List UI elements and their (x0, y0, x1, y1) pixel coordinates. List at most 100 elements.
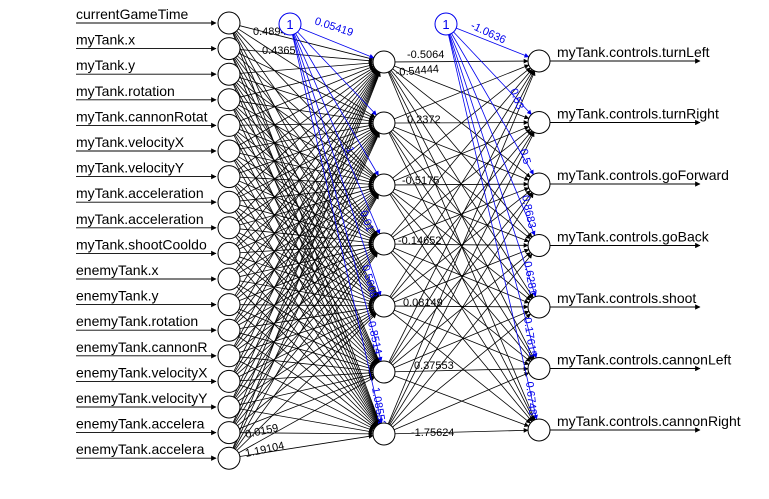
output-node (527, 234, 551, 257)
weight-label: 0.4365 (262, 45, 296, 57)
input-hidden-edge (239, 305, 374, 329)
bias1-edge (300, 27, 375, 59)
weight-label: -0.5064 (407, 49, 444, 61)
input-hidden-edge (238, 180, 375, 241)
input-label: myTank.velocityX (76, 134, 185, 150)
input-node (217, 190, 241, 214)
input-label: myTank.velocityY (76, 160, 185, 176)
input-hidden-edge (236, 106, 377, 237)
input-hidden-edge (235, 70, 378, 271)
hidden-output-edge (394, 126, 530, 182)
input-node (217, 62, 241, 86)
hidden-output-edge (393, 372, 530, 431)
bias-node-label: 1 (442, 17, 449, 32)
input-hidden-edge (239, 60, 374, 74)
input-label: myTank.x (76, 32, 135, 48)
input-node (217, 421, 241, 445)
hidden-output-edge (388, 131, 535, 425)
hidden-output-edge (390, 130, 533, 298)
input-hidden-edge (236, 250, 377, 375)
input-hidden-edge (232, 71, 381, 423)
nodes (217, 11, 551, 470)
input-hidden-edge (238, 360, 375, 430)
input-hidden-edge (233, 71, 380, 347)
input-node (217, 37, 241, 61)
weight-label: 0.08149 (403, 297, 443, 309)
input-node (217, 165, 241, 189)
input-hidden-edge (237, 183, 376, 300)
input-hidden-edge (234, 71, 379, 321)
input-label: enemyTank.velocityY (76, 390, 208, 406)
input-hidden-edge (237, 191, 376, 299)
input-label: myTank.acceleration (76, 211, 204, 227)
output-label: myTank.controls.cannonRight (557, 413, 741, 429)
output-node (527, 172, 551, 196)
input-hidden-edge (234, 57, 379, 297)
input-node (217, 267, 241, 291)
bias-weight-label: -1.0636 (469, 20, 508, 47)
input-hidden-edge (234, 131, 379, 347)
input-hidden-edge (237, 250, 376, 350)
input-hidden-edge (239, 49, 374, 64)
input-node (217, 216, 241, 240)
hidden-output-edge (392, 313, 531, 428)
input-node (217, 88, 241, 112)
input-hidden-edge (239, 256, 375, 304)
input-label: enemyTank.accelera (76, 441, 205, 457)
bias2-edge (453, 31, 532, 115)
input-node (217, 241, 241, 265)
input-label: currentGameTime (76, 6, 189, 22)
input-hidden-edge (239, 65, 375, 122)
input-hidden-edge (239, 375, 375, 429)
input-hidden-edge (239, 25, 374, 61)
input-node (217, 113, 241, 137)
hidden-node (372, 232, 396, 256)
bias-weight-label: 0.5608 (359, 264, 379, 300)
input-node (217, 318, 241, 342)
input-hidden-edge (235, 131, 378, 322)
weight-label: 0.37553 (414, 360, 454, 372)
input-hidden-edge (232, 71, 381, 449)
bias-weight-label: 0.5 (517, 148, 533, 166)
hidden-node (372, 111, 396, 135)
bias-node (434, 12, 458, 36)
input-hidden-edge (237, 311, 376, 402)
input-node (217, 395, 241, 419)
input-hidden-edge (234, 193, 379, 424)
hidden-output-edge (392, 312, 531, 424)
hidden-output-edge (394, 427, 529, 435)
bias-node-label: 1 (286, 17, 293, 32)
bias2-edge (449, 33, 536, 236)
input-node (217, 293, 241, 317)
hidden-output-edge (392, 67, 531, 179)
io-lines (76, 20, 701, 461)
input-node (217, 344, 241, 368)
weight-label: -0.54444 (395, 63, 439, 79)
input-hidden-edge (238, 376, 375, 454)
output-node (527, 357, 551, 380)
input-hidden-edge (239, 242, 374, 254)
input-hidden-edge (233, 132, 380, 398)
input-hidden-edge (235, 70, 378, 246)
input-hidden-edge (236, 130, 377, 272)
input-hidden-edge (237, 80, 376, 179)
hidden-output-connections (387, 58, 536, 435)
input-node (217, 446, 241, 470)
output-label: myTank.controls.cannonLeft (557, 352, 731, 368)
input-hidden-edge (233, 71, 380, 372)
hidden-node (372, 422, 396, 446)
hidden-node (372, 294, 396, 318)
hidden-output-edge (394, 188, 530, 243)
input-hidden-edge (239, 433, 374, 457)
input-hidden-edge (235, 252, 378, 450)
input-hidden-edge (235, 193, 378, 374)
bias1-edge (295, 33, 379, 176)
bias1-edge (293, 33, 381, 235)
bias-node (278, 12, 302, 36)
hidden-output-edge (392, 190, 531, 300)
bias2-edge (449, 34, 537, 298)
input-hidden-edge (234, 70, 379, 296)
input-hidden-edge (239, 120, 374, 126)
input-hidden-edge (239, 228, 374, 245)
